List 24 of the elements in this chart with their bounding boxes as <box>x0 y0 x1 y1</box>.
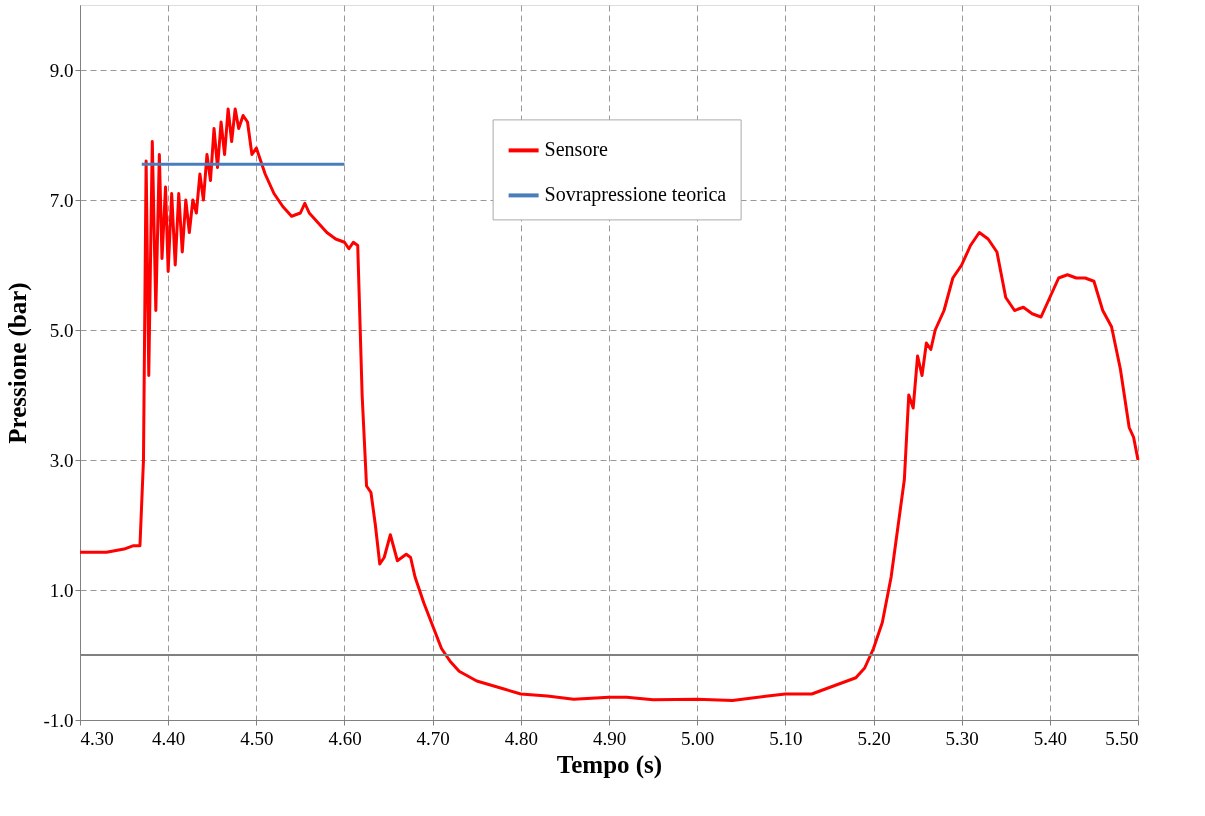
x-tick-label: 4.90 <box>592 727 627 749</box>
x-tick-label: 4.30 <box>80 727 114 749</box>
x-tick-label: 5.50 <box>1105 727 1139 749</box>
x-tick-label: 4.60 <box>328 727 362 749</box>
y-tick-label: 1.0 <box>49 579 74 601</box>
x-tick-label: 4.80 <box>504 727 538 749</box>
x-tick-label: 5.00 <box>681 727 715 749</box>
y-tick-label: 5.0 <box>49 319 74 341</box>
y-tick-label: 3.0 <box>49 449 74 471</box>
x-tick-label: 4.50 <box>240 727 274 749</box>
x-tick-label: 4.70 <box>416 727 450 749</box>
legend-label: Sensore <box>544 138 609 161</box>
y-tick-label: 9.0 <box>49 59 74 81</box>
legend-label: Sovrapressione teorica <box>544 183 727 207</box>
x-axis-title: Tempo (s) <box>556 750 663 779</box>
x-tick-label: 5.30 <box>945 727 979 749</box>
x-tick-label: 4.40 <box>152 727 186 749</box>
y-tick-label: -1.0 <box>43 709 74 731</box>
x-tick-label: 5.20 <box>857 727 891 749</box>
y-tick-label: 7.0 <box>49 189 74 211</box>
x-tick-label: 5.10 <box>769 727 803 749</box>
y-axis-title: Pressione (bar) <box>4 282 33 444</box>
line-series <box>78 107 1140 702</box>
x-tick-label: 5.40 <box>1033 727 1067 749</box>
